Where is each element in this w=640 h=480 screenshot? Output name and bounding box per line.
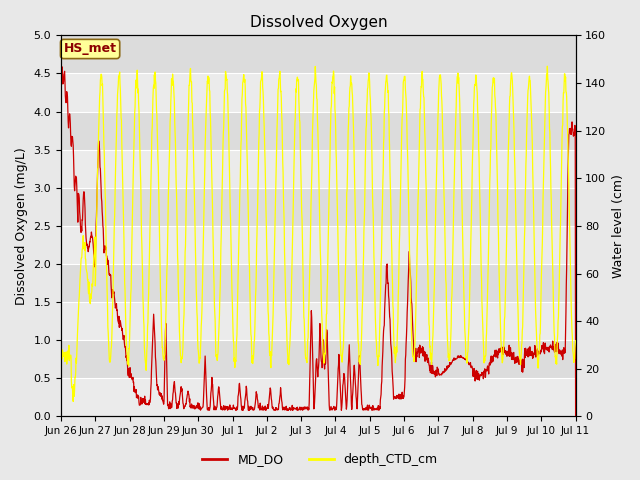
Y-axis label: Water level (cm): Water level (cm) [612,174,625,278]
Bar [61,73,575,111]
Title: Dissolved Oxygen: Dissolved Oxygen [250,15,387,30]
Bar [61,378,575,417]
Bar [61,36,575,73]
Legend: MD_DO, depth_CTD_cm: MD_DO, depth_CTD_cm [197,448,443,471]
Bar [61,111,575,150]
Bar [61,188,575,226]
Text: HS_met: HS_met [63,43,116,56]
Bar [61,150,575,188]
Y-axis label: Dissolved Oxygen (mg/L): Dissolved Oxygen (mg/L) [15,147,28,305]
Bar [61,340,575,378]
Bar [61,302,575,340]
Bar [61,226,575,264]
Bar [61,264,575,302]
